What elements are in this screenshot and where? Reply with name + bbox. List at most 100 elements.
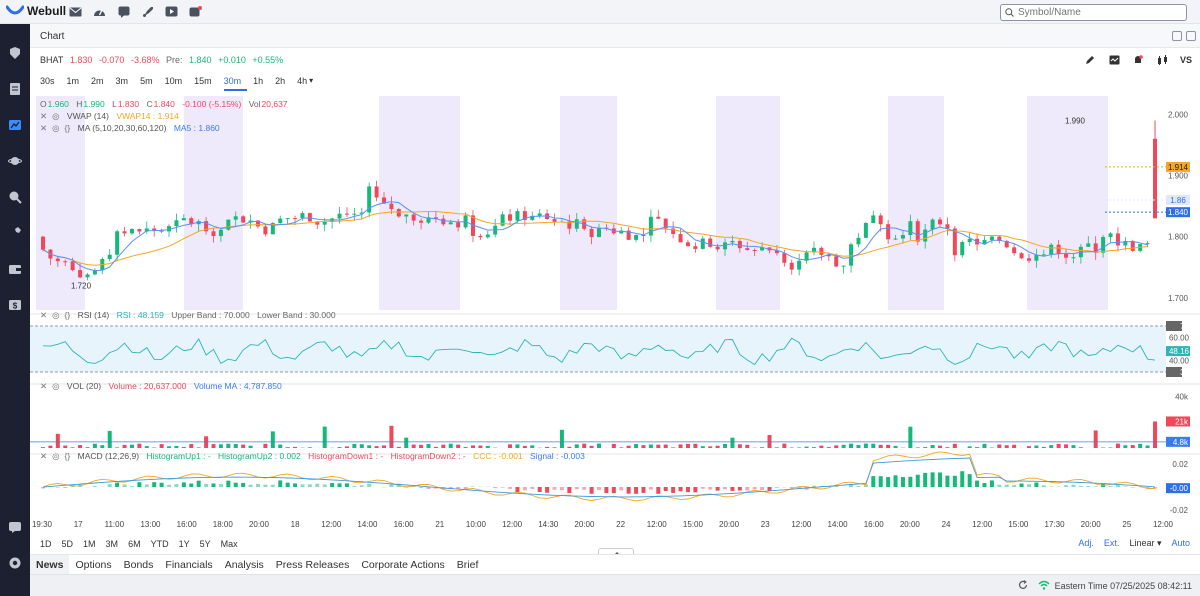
mail-icon[interactable] xyxy=(68,4,83,19)
tab-corporate-actions[interactable]: Corporate Actions xyxy=(361,559,445,571)
visibility-icon[interactable]: ◎ xyxy=(52,123,60,133)
gauge-icon[interactable] xyxy=(92,4,107,19)
candle-body xyxy=(552,219,557,222)
volume-bar xyxy=(263,443,268,448)
tab-news[interactable]: News xyxy=(30,555,70,574)
volume-bar xyxy=(671,447,676,448)
time-axis-label: 16:00 xyxy=(394,520,415,529)
video-icon[interactable] xyxy=(164,4,179,19)
candle-body xyxy=(1108,233,1113,237)
close-icon[interactable]: ✕ xyxy=(40,111,48,121)
range-5D[interactable]: 5D xyxy=(61,539,74,549)
range-Max[interactable]: Max xyxy=(220,539,238,549)
tab-options[interactable]: Options xyxy=(75,559,112,571)
tab-bonds[interactable]: Bonds xyxy=(123,559,154,571)
range-5Y[interactable]: 5Y xyxy=(199,539,211,549)
tools-icon[interactable] xyxy=(8,226,22,240)
range-YTD[interactable]: YTD xyxy=(150,539,169,549)
tab-analysis[interactable]: Analysis xyxy=(224,559,264,571)
rocket-icon[interactable] xyxy=(140,4,155,19)
close-icon[interactable]: ✕ xyxy=(40,310,48,320)
range-1M[interactable]: 1M xyxy=(83,539,96,549)
interval-4h[interactable]: 4h xyxy=(297,76,308,86)
template-icon[interactable] xyxy=(1108,54,1120,66)
range-1Y[interactable]: 1Y xyxy=(178,539,190,549)
refresh-icon[interactable] xyxy=(1018,580,1028,590)
macd-histogram-bar xyxy=(315,483,320,487)
screener-icon[interactable] xyxy=(8,190,22,204)
maximize-icon[interactable] xyxy=(1186,31,1196,41)
message-icon[interactable] xyxy=(8,520,22,534)
interval-2m[interactable]: 2m xyxy=(91,76,104,86)
volume-bar xyxy=(1041,446,1046,448)
volume-bar xyxy=(1049,445,1054,448)
document-icon[interactable] xyxy=(8,82,22,96)
code-icon[interactable]: {} xyxy=(64,123,71,133)
range-1D[interactable]: 1D xyxy=(40,539,52,549)
chat-icon[interactable] xyxy=(116,4,131,19)
macd-histogram-bar xyxy=(63,487,68,488)
interval-dropdown-icon[interactable]: ▾ xyxy=(309,76,314,85)
scale-select[interactable]: Linear ▾ xyxy=(1129,538,1162,548)
candle-body xyxy=(597,227,601,238)
minimize-icon[interactable] xyxy=(1172,31,1182,41)
webull-logo[interactable]: Webull xyxy=(6,4,66,18)
close-icon[interactable]: ✕ xyxy=(40,381,48,391)
chart-icon[interactable] xyxy=(8,118,22,132)
vwap-price-tag: 1.914 xyxy=(1168,163,1189,172)
interval-10m[interactable]: 10m xyxy=(164,76,183,86)
symbol[interactable]: BHAT xyxy=(40,55,64,65)
interval-30s[interactable]: 30s xyxy=(40,76,55,86)
auto-scale-toggle[interactable]: Auto xyxy=(1171,538,1190,548)
compare-vs-icon[interactable]: VS xyxy=(1180,55,1193,65)
time-axis-label: 19:30 xyxy=(32,520,53,529)
candle-body xyxy=(930,219,935,230)
time-axis-label: 20:00 xyxy=(900,520,921,529)
volume-bar xyxy=(582,443,587,448)
visibility-icon[interactable]: ◎ xyxy=(52,111,60,121)
search-input[interactable] xyxy=(1018,7,1178,18)
planet-icon[interactable] xyxy=(8,154,22,168)
interval-1m[interactable]: 1m xyxy=(66,76,80,86)
code-icon[interactable]: {} xyxy=(64,451,71,461)
pencil-icon[interactable] xyxy=(1084,54,1096,66)
volume-bar xyxy=(685,443,690,448)
adjust-toggle[interactable]: Adj. xyxy=(1078,538,1094,548)
alert-icon[interactable] xyxy=(1132,54,1144,66)
interval-5m[interactable]: 5m xyxy=(140,76,153,86)
visibility-icon[interactable]: ◎ xyxy=(52,381,60,391)
interval-3m[interactable]: 3m xyxy=(115,76,129,86)
interval-30m[interactable]: 30m xyxy=(223,76,248,91)
symbol-search[interactable] xyxy=(1000,4,1187,21)
close-icon[interactable]: ✕ xyxy=(40,451,48,461)
settings-icon[interactable] xyxy=(8,556,22,570)
watchlist-icon[interactable] xyxy=(8,46,22,60)
candle-body xyxy=(456,222,461,228)
tab-financials[interactable]: Financials xyxy=(165,559,213,571)
macd-histogram-bar xyxy=(322,484,327,487)
candle-type-icon[interactable] xyxy=(1156,54,1168,66)
candle-body xyxy=(619,230,624,234)
tab-press-releases[interactable]: Press Releases xyxy=(275,559,350,571)
range-6M[interactable]: 6M xyxy=(128,539,141,549)
interval-15m[interactable]: 15m xyxy=(194,76,212,86)
candle-body xyxy=(92,270,97,275)
visibility-icon[interactable]: ◎ xyxy=(52,310,60,320)
vol-value: Volume : 20,637.000 xyxy=(108,381,187,391)
interval-1h[interactable]: 1h xyxy=(253,76,264,86)
volume-bar xyxy=(774,447,779,448)
visibility-icon[interactable]: ◎ xyxy=(52,451,60,461)
tab-brief[interactable]: Brief xyxy=(456,559,479,571)
macd-histogram-bar xyxy=(515,487,520,493)
close-icon[interactable]: ✕ xyxy=(40,123,48,133)
macd-tag-bg xyxy=(1166,483,1190,494)
extended-toggle[interactable]: Ext. xyxy=(1103,538,1120,548)
chart-plot-area[interactable]: 2.000 1.900 1.800 1.700 1.990 1.720 1.914 1.86 1… xyxy=(30,96,1200,534)
notification-icon[interactable] xyxy=(188,4,203,19)
wallet-icon[interactable] xyxy=(8,262,22,276)
interval-2h[interactable]: 2h xyxy=(275,76,286,86)
range-3M[interactable]: 3M xyxy=(105,539,119,549)
code-icon[interactable]: {} xyxy=(64,310,71,320)
session-shade xyxy=(716,96,780,310)
dollar-icon[interactable]: $ xyxy=(8,298,22,312)
